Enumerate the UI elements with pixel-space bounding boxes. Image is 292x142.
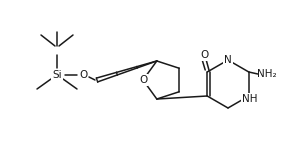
Text: Si: Si bbox=[52, 70, 62, 80]
Text: O: O bbox=[200, 50, 208, 60]
Text: NH: NH bbox=[242, 94, 258, 104]
Text: NH₂: NH₂ bbox=[257, 69, 277, 79]
Text: O: O bbox=[139, 75, 147, 85]
Text: O: O bbox=[79, 70, 87, 80]
Text: N: N bbox=[224, 55, 232, 65]
